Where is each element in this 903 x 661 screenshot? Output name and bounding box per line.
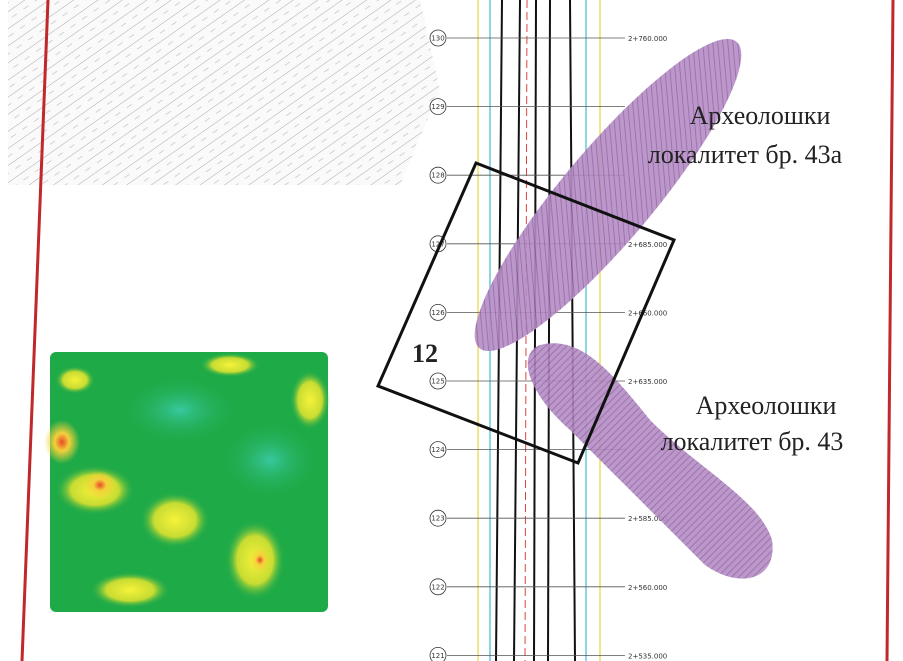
geophysics-inset	[44, 352, 330, 612]
chainage: 2+560.000	[628, 584, 667, 592]
station-number: 126	[431, 309, 445, 317]
station-circle	[429, 303, 447, 321]
station-number: 124	[431, 446, 445, 454]
station-number: 129	[431, 103, 444, 111]
survey-square	[375, 161, 676, 465]
station-circle	[429, 29, 447, 47]
cadastral-plan	[8, 0, 440, 185]
station-number: 121	[431, 652, 444, 660]
station-circle	[429, 578, 447, 596]
square-label: 12	[412, 339, 438, 368]
station-circle	[429, 372, 447, 390]
chainage: 2+535.000	[628, 652, 667, 660]
station-number: 127	[431, 240, 444, 248]
chainage: 2+585.000	[628, 515, 667, 523]
station-circle	[429, 647, 447, 661]
site-label: локалитет бр. 43	[661, 427, 844, 456]
site-area	[474, 38, 742, 352]
station-number: 122	[431, 583, 444, 591]
station-circle	[429, 98, 447, 115]
station-number: 130	[431, 35, 444, 43]
station-circle	[429, 509, 447, 527]
chainage: 2+635.000	[628, 378, 667, 386]
site-area	[527, 343, 773, 579]
chainage: 2+760.000	[628, 35, 667, 43]
site-label: локалитет бр. 43а	[648, 140, 843, 169]
boundary	[885, 0, 895, 661]
site-label: Археолошки	[690, 101, 831, 130]
station-number: 123	[431, 515, 444, 523]
station-number: 125	[431, 378, 444, 386]
site-label: Археолошки	[696, 391, 837, 420]
station-circle	[429, 166, 447, 184]
boundary	[20, 0, 50, 661]
chainage: 2+685.000	[628, 241, 667, 249]
station-circle	[429, 441, 447, 459]
station-number: 128	[431, 172, 444, 180]
chainage: 2+660.000	[628, 309, 667, 317]
